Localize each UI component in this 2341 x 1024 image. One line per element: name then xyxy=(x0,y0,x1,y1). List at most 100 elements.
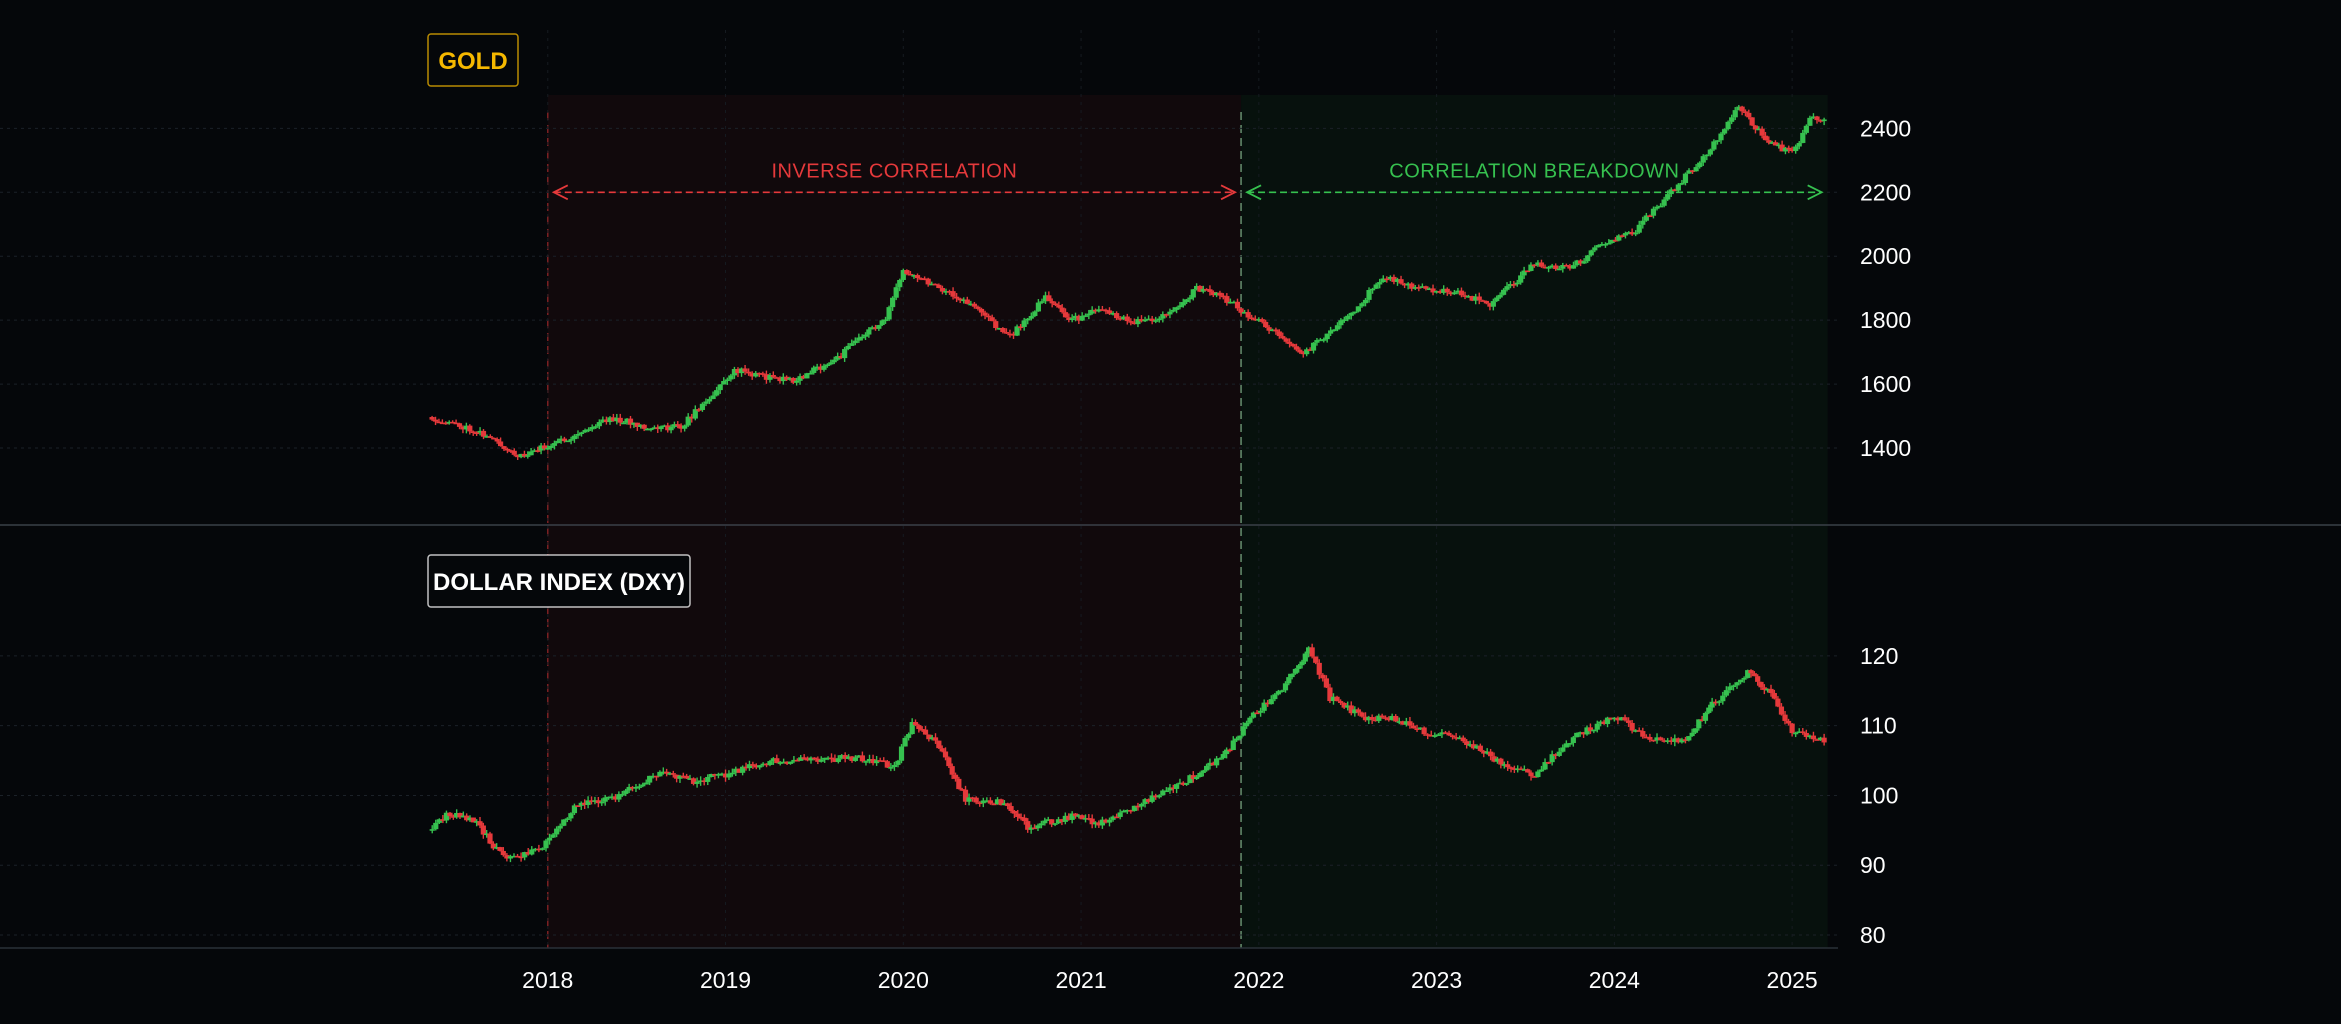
dxy-candle xyxy=(592,796,598,805)
gold-candle xyxy=(1190,288,1196,301)
dxy-candle xyxy=(1706,704,1712,715)
gold-candle xyxy=(1796,141,1802,150)
dxy-candle xyxy=(1400,720,1406,725)
gold-candle xyxy=(661,424,668,428)
dxy-candle xyxy=(1425,733,1431,740)
dxy-candle xyxy=(705,774,711,786)
dxy-candle xyxy=(1665,737,1671,744)
gold-candle xyxy=(794,377,800,386)
gold-candle xyxy=(804,372,810,379)
dxy-candle xyxy=(1661,738,1667,743)
gold-candle xyxy=(706,396,713,405)
dxy-candle xyxy=(781,758,787,764)
gold-candle xyxy=(1693,164,1699,172)
gold-candle xyxy=(1003,328,1009,334)
dxy-candle xyxy=(1082,814,1089,823)
dxy-candle xyxy=(522,851,528,861)
gold-candle xyxy=(1200,285,1206,294)
dxy-candle xyxy=(539,847,546,851)
dxy-candle xyxy=(1220,750,1226,760)
gold-candle xyxy=(1160,311,1166,323)
gold-candle xyxy=(484,434,490,438)
dxy-candle xyxy=(1591,729,1597,734)
gold-candle xyxy=(432,416,439,426)
gold-candle xyxy=(1297,347,1303,354)
dxy-candle xyxy=(1028,824,1034,834)
dxy-candle xyxy=(912,719,919,727)
dxy-candle xyxy=(1407,716,1413,729)
gold-candle xyxy=(1242,309,1248,314)
dxy-candle xyxy=(729,768,735,777)
dxy-candle xyxy=(1149,791,1155,804)
gold-candle xyxy=(1163,313,1169,318)
gold-candle xyxy=(1616,234,1622,242)
gold-candle xyxy=(1249,314,1255,321)
gold-candle xyxy=(1028,312,1034,321)
dxy-candle xyxy=(929,734,935,741)
gold-candle xyxy=(1167,308,1173,319)
gold-candle xyxy=(784,375,790,382)
dxy-candle xyxy=(1640,727,1646,739)
gold-candle xyxy=(1480,299,1486,302)
gold-candle xyxy=(1612,236,1619,242)
gold-candle xyxy=(1384,276,1390,283)
dxy-candle xyxy=(557,823,563,832)
dxy-candle xyxy=(1396,717,1402,725)
dxy-candle xyxy=(1268,695,1274,705)
gold-candle xyxy=(1458,287,1465,298)
gold-candle xyxy=(1626,231,1632,235)
label-layer: GOLD DOLLAR INDEX (DXY) xyxy=(427,33,691,608)
gold-candle xyxy=(936,283,942,289)
gold-candles xyxy=(429,105,1827,460)
gold-candle xyxy=(1286,338,1293,348)
dxy-candle xyxy=(1508,766,1514,773)
dxy-candle xyxy=(746,760,753,771)
gold-candle xyxy=(1535,260,1541,267)
x-tick-label: 2020 xyxy=(878,967,929,993)
gold-candle xyxy=(943,288,949,296)
dxy-candle xyxy=(1488,748,1494,761)
gold-candle xyxy=(528,447,534,456)
gold-candle xyxy=(797,373,803,385)
gold-candle xyxy=(1553,263,1559,271)
gold-candle xyxy=(1039,298,1045,305)
dxy-candle xyxy=(1128,809,1134,814)
gold-candle xyxy=(886,305,892,322)
dxy-candle xyxy=(1467,740,1473,748)
dxy-candle xyxy=(507,854,514,863)
dxy-candle xyxy=(1207,758,1213,770)
gold-candle xyxy=(1224,293,1230,306)
gold-candle xyxy=(882,316,889,324)
dxy-candle xyxy=(480,822,486,839)
x-tick-label: 2025 xyxy=(1767,967,1818,993)
dxy-candle xyxy=(891,761,898,771)
gold-candle xyxy=(1352,311,1358,315)
gold-candle xyxy=(1110,311,1116,316)
gold-candle xyxy=(1686,168,1692,174)
dxy-candle xyxy=(1309,643,1315,659)
dxy-candle xyxy=(674,774,680,783)
gold-candle xyxy=(521,450,528,458)
dxy-candle xyxy=(884,759,890,769)
dxy-candle xyxy=(825,756,831,761)
gold-candle xyxy=(1752,125,1759,134)
gold-candle xyxy=(964,296,970,305)
x-tick-label: 2024 xyxy=(1589,967,1640,993)
dxy-candle xyxy=(1734,681,1740,689)
gold-candle xyxy=(856,333,862,343)
dxy-candle xyxy=(650,773,656,779)
gold-candle xyxy=(710,391,716,400)
dxy-candle xyxy=(1261,699,1267,714)
dxy-candle xyxy=(808,756,814,764)
dxy-candle xyxy=(564,817,570,823)
dxy-candle xyxy=(815,756,821,765)
dxy-candle xyxy=(1049,819,1055,828)
dxy-candle xyxy=(1720,691,1726,705)
gold-candle xyxy=(975,305,981,311)
dxy-candle xyxy=(436,818,442,824)
gold-candle xyxy=(929,281,935,286)
gold-candle xyxy=(1220,293,1226,300)
gold-candle xyxy=(714,386,720,397)
gold-candle xyxy=(1256,317,1262,322)
x-tick-label: 2022 xyxy=(1233,967,1284,993)
